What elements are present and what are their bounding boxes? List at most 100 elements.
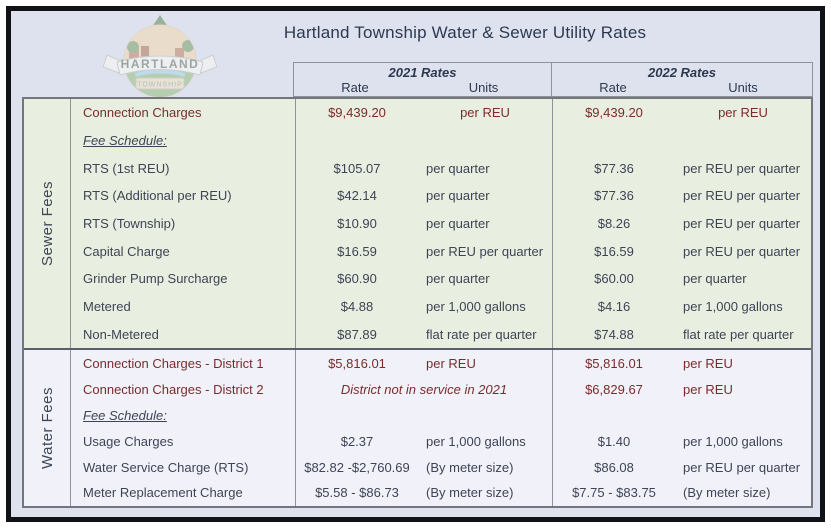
rate-value: $5.58 - $86.73 <box>315 485 399 501</box>
page-frame: HARTLAND TOWNSHIP Hartland Township Wate… <box>6 6 825 522</box>
year-2021-cell: $9,439.20 per REU <box>295 99 552 127</box>
table-row: Connection Charges - District 2 District … <box>71 376 811 403</box>
rate-value: $60.00 <box>594 271 634 287</box>
fee-name: RTS (Additional per REU) <box>83 188 232 204</box>
rate-value: $74.88 <box>594 326 634 342</box>
year-2021-cell: $16.59 per REU per quarter <box>295 237 552 266</box>
year-2021-cell: $87.89 flat rate per quarter <box>295 320 552 349</box>
table-row: RTS (Township) $10.90 per quarter $8.26 per … <box>71 209 811 238</box>
rate-value: $87.89 <box>337 326 377 342</box>
rate-value: $5,816.01 <box>585 355 643 371</box>
table-row: Connection Charges - District 1 $5,816.01… <box>71 350 811 377</box>
section-label: Water Fees <box>24 350 71 506</box>
units-value: per REU <box>683 381 733 397</box>
year-2022-cell: $9,439.20 per REU <box>552 99 811 127</box>
year-2022-label: 2022 Rates <box>648 65 716 80</box>
units-value: per 1,000 gallons <box>683 299 783 315</box>
year-2021-cell: $105.07 per quarter <box>295 154 552 183</box>
year-2021-cell: $5,816.01 per REU <box>295 350 552 377</box>
units-value: per REU per quarter <box>683 243 801 259</box>
units-value: per REU <box>683 355 733 371</box>
rate-value: $60.90 <box>337 271 377 287</box>
section-rows: Connection Charges $9,439.20 per REU $9,439… <box>71 99 811 349</box>
year-2021-cell <box>295 126 552 155</box>
fee-name: Fee Schedule: <box>83 133 167 149</box>
year-2021-cell: $82.82 -$2,760.69 (By meter size) <box>295 454 552 480</box>
fee-name: Connection Charges - District 1 <box>83 355 264 371</box>
table-row: Connection Charges $9,439.20 per REU $9,439… <box>71 99 811 127</box>
rate-column-header: Rate <box>341 80 369 95</box>
year-header: 2021 Rates Rate Units 2022 Rates Rate Un… <box>293 62 813 97</box>
township-plaque-icon: TOWNSHIP <box>135 77 185 90</box>
column-group-2021: 2021 Rates Rate Units <box>294 63 551 96</box>
units-column-header: Units <box>728 80 758 95</box>
fee-name: Meter Replacement Charge <box>83 485 243 501</box>
fee-name: Connection Charges <box>83 105 202 121</box>
table-row: Meter Replacement Charge $5.58 - $86.73 (B… <box>71 480 811 506</box>
rate-value: $9,439.20 <box>328 105 386 121</box>
rate-value: $6,829.67 <box>585 381 643 397</box>
fee-name: Grinder Pump Surcharge <box>83 271 228 287</box>
table-row: Fee Schedule: <box>71 126 811 155</box>
year-2021-label: 2021 Rates <box>388 65 457 80</box>
fee-name: Connection Charges - District 2 <box>83 381 264 397</box>
logo-plaque-text: TOWNSHIP <box>137 82 183 89</box>
fee-name: RTS (1st REU) <box>83 160 170 176</box>
year-2022-cell <box>552 126 811 155</box>
units-value: (By meter size) <box>683 485 771 501</box>
page-title: Hartland Township Water & Sewer Utility … <box>283 23 647 42</box>
units-value: (By meter size) <box>426 485 514 501</box>
year-2021-cell: $60.90 per quarter <box>295 265 552 293</box>
units-value: per REU <box>426 355 476 371</box>
year-2021-cell: $2.37 per 1,000 gallons <box>295 428 552 455</box>
fee-name: Fee Schedule: <box>83 407 167 423</box>
section-label-text: Water Fees <box>38 387 56 470</box>
table-row: Metered $4.88 per 1,000 gallons $4.16 per 1,… <box>71 292 811 321</box>
units-value: (By meter size) <box>426 459 514 475</box>
logo-banner-text: HARTLAND <box>121 57 200 71</box>
section-label-text: Sewer Fees <box>38 181 56 267</box>
rate-value: $10.90 <box>337 216 377 232</box>
table-row: Usage Charges $2.37 per 1,000 gallons $1.40… <box>71 428 811 455</box>
year-2022-cell: $77.36 per REU per quarter <box>552 182 811 210</box>
units-value: flat rate per quarter <box>683 326 794 342</box>
rate-value: $77.36 <box>594 188 634 204</box>
year-2021-cell: $10.90 per quarter <box>295 209 552 238</box>
year-2022-cell: $5,816.01 per REU <box>552 350 811 377</box>
year-2022-cell: $86.08 per REU per quarter <box>552 454 811 480</box>
year-2021-cell: $4.88 per 1,000 gallons <box>295 292 552 321</box>
fee-name: Non-Metered <box>83 326 159 342</box>
rate-value: $1.40 <box>597 433 631 449</box>
units-value: per quarter <box>426 216 490 232</box>
rate-value: $7.75 - $83.75 <box>572 485 656 501</box>
units-value: per 1,000 gallons <box>426 299 526 315</box>
units-column-header: Units <box>468 80 499 95</box>
units-value: per quarter <box>426 160 490 176</box>
fee-name: Water Service Charge (RTS) <box>83 459 249 475</box>
year-2022-cell: $6,829.67 per REU <box>552 376 811 403</box>
year-2022-cell: $60.00 per quarter <box>552 265 811 293</box>
fee-name: Metered <box>83 299 131 315</box>
table-row: Capital Charge $16.59 per REU per quarter $… <box>71 237 811 266</box>
rate-value: $82.82 -$2,760.69 <box>304 459 410 475</box>
year-2022-cell: $74.88 flat rate per quarter <box>552 320 811 349</box>
fee-section-sewer-fees: Sewer Fees Connection Charges $9,439.20 per… <box>24 99 811 349</box>
not-in-service-note: District not in service in 2021 <box>295 376 552 403</box>
township-logo-icon: HARTLAND TOWNSHIP <box>102 15 218 98</box>
rate-value: $9,439.20 <box>585 105 643 121</box>
rate-value: $42.14 <box>337 188 377 204</box>
table-row: Fee Schedule: <box>71 402 811 429</box>
rate-value: $105.07 <box>333 160 381 176</box>
units-value: per quarter <box>426 271 490 287</box>
rate-value: $2.37 <box>340 433 374 449</box>
year-2021-cell: $5.58 - $86.73 (By meter size) <box>295 480 552 506</box>
fee-name: Usage Charges <box>83 433 174 449</box>
rate-value: $77.36 <box>594 160 634 176</box>
fee-section-water-fees: Water Fees Connection Charges - District … <box>24 348 811 506</box>
year-2022-cell: $8.26 per REU per quarter <box>552 209 811 238</box>
units-value: per REU per quarter <box>426 243 544 259</box>
year-2022-cell: $7.75 - $83.75 (By meter size) <box>552 480 811 506</box>
units-value: per REU <box>460 105 510 121</box>
year-2022-cell: $16.59 per REU per quarter <box>552 237 811 266</box>
table-row: Water Service Charge (RTS) $82.82 -$2,760… <box>71 454 811 480</box>
